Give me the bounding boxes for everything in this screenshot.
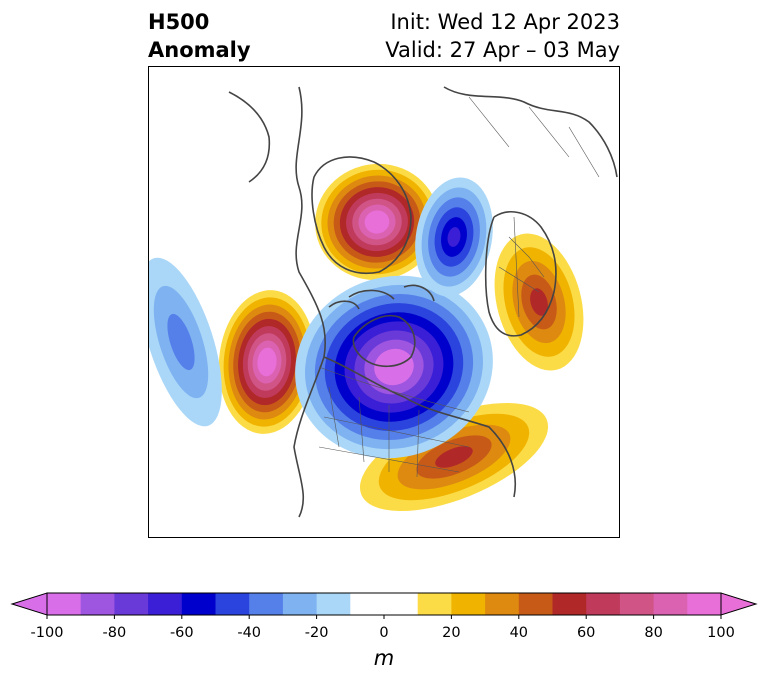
colorbar-tick-label: -80 (102, 625, 127, 641)
contour-level (370, 216, 384, 228)
valid-range: Valid: 27 Apr – 03 May (385, 38, 620, 62)
colorbar-segment (181, 593, 216, 615)
colorbar-tick-label: -60 (169, 625, 194, 641)
title-left: H500 Anomaly (148, 8, 251, 64)
contour-level (447, 227, 461, 247)
blob-greenland-ridge (315, 163, 439, 281)
colorbar-segment (619, 593, 655, 615)
contour-level (167, 313, 195, 371)
colorbar (10, 592, 758, 619)
colorbar-unit-label: m (373, 646, 395, 670)
colorbar-tick-label: -40 (237, 625, 262, 641)
border-states-1 (328, 386, 420, 478)
contour-level (262, 354, 272, 370)
colorbar-segment (148, 593, 183, 615)
coast-canadian-archipelago (328, 284, 435, 310)
map-svg (149, 67, 619, 537)
contour-level (530, 288, 548, 316)
colorbar-segment (282, 593, 318, 615)
blob-norwegian-trough (415, 177, 493, 297)
colorbar-extend-max (720, 592, 758, 616)
title-right: Init: Wed 12 Apr 2023 Valid: 27 Apr – 03… (385, 8, 620, 64)
colorbar-tick-label: 40 (509, 625, 529, 641)
colorbar-segment (518, 593, 553, 615)
coastlines (228, 86, 618, 518)
coast-hudson-bay (352, 315, 416, 368)
colorbar-segment (80, 593, 115, 615)
coast-eurasia (443, 86, 618, 178)
colorbar-segment (114, 593, 149, 615)
coast-alaska (228, 91, 271, 183)
colorbar-tick-label: 0 (379, 625, 389, 641)
colorbar-tick-label: 100 (707, 625, 735, 641)
border-states-2 (318, 416, 470, 473)
coast-north-america (293, 86, 516, 518)
colorbar-segments (10, 592, 758, 619)
border-asia (468, 96, 600, 178)
anomaly-map[interactable] (148, 66, 620, 538)
colorbar-tick-label: -20 (304, 625, 329, 641)
colorbar-tick-label: 20 (442, 625, 461, 641)
colorbar-segment (417, 593, 452, 615)
contour-level (384, 357, 404, 377)
colorbar-segment (687, 593, 722, 615)
colorbar-segment (316, 593, 351, 615)
colorbar-segment (249, 593, 284, 615)
border-usa-canada (318, 366, 470, 413)
colorbar-segment (586, 593, 621, 615)
colorbar-segment (653, 593, 688, 615)
political-borders (318, 96, 600, 478)
blob-pacific-trough (149, 257, 222, 427)
colorbar-segment (552, 593, 587, 615)
blob-pacific-ridge (218, 290, 316, 434)
blob-canada-trough (295, 275, 493, 459)
colorbar-tick-label: 80 (644, 625, 663, 641)
colorbar-extend-min (10, 592, 48, 616)
colorbar-segment (215, 593, 250, 615)
colorbar-segment (350, 593, 385, 615)
colorbar-tick-label: -100 (30, 625, 64, 641)
colorbar-segment (47, 593, 82, 615)
colorbar-tick-label: 60 (576, 625, 596, 641)
colorbar-segment (384, 593, 419, 615)
title-variable: H500 (148, 10, 210, 34)
init-date: Init: Wed 12 Apr 2023 (390, 10, 620, 34)
coast-europe (484, 211, 557, 337)
anomaly-contours (149, 163, 584, 512)
title-field: Anomaly (148, 38, 251, 62)
colorbar-segment (485, 593, 520, 615)
border-europe (498, 216, 545, 318)
coast-greenland (311, 156, 412, 274)
blob-se-us-ridge (359, 402, 549, 512)
colorbar-segment (451, 593, 486, 615)
contour-level (435, 446, 473, 468)
